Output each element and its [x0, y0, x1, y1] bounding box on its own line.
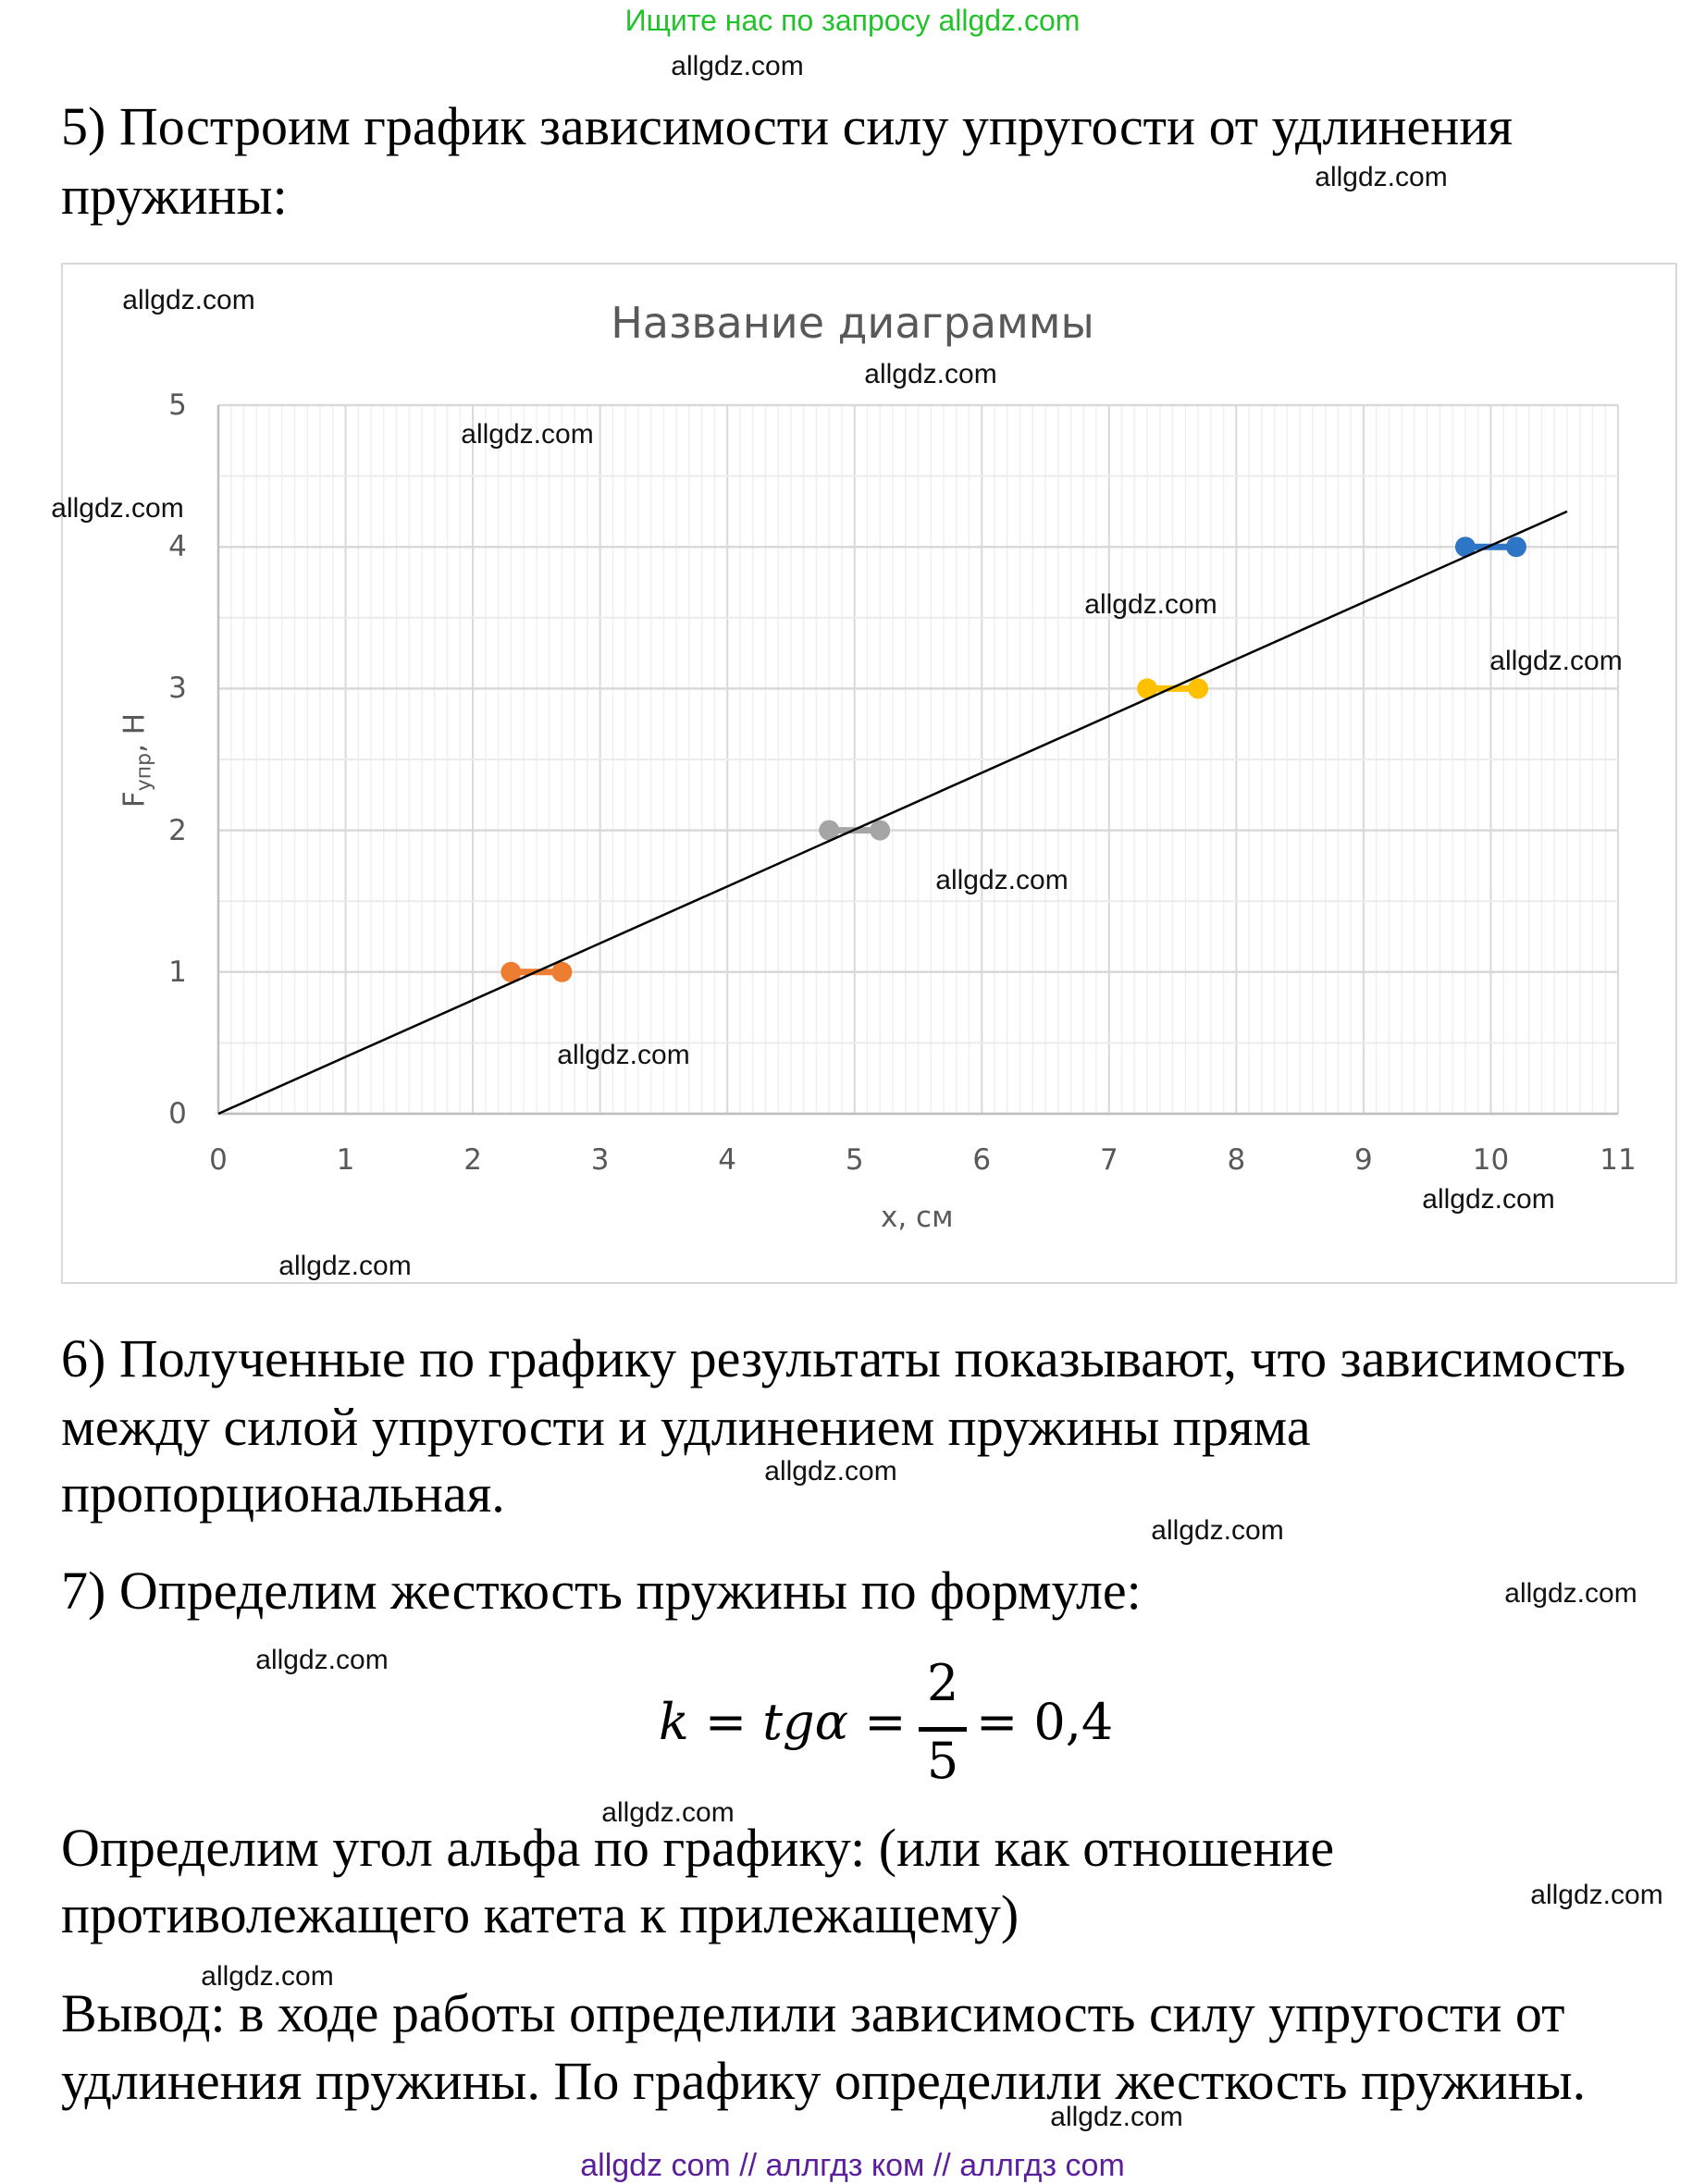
formula-denominator: 5 — [926, 1732, 959, 1790]
angle-line-2: противолежащего катета к прилежащему) — [61, 1884, 1019, 1944]
watermark-text: allgdz.com — [764, 1456, 897, 1487]
footer-links: allgdz com // аллгдз ком // аллгдз com — [580, 2148, 1125, 2183]
formula-lhs: k = tgα = — [659, 1693, 907, 1751]
watermark-text: allgdz.com — [1084, 589, 1217, 620]
chart-title: Название диаграммы — [611, 298, 1094, 348]
watermark-text: allgdz.com — [122, 285, 255, 315]
y-axis-title-main: F — [117, 791, 152, 808]
data-point[interactable] — [1454, 537, 1476, 558]
data-point[interactable] — [870, 820, 891, 841]
formula-numerator: 2 — [926, 1654, 959, 1712]
y-axis-title-unit: , Н — [117, 712, 152, 753]
x-tick-label: 8 — [1227, 1143, 1246, 1177]
x-tick-label: 2 — [463, 1143, 482, 1177]
watermark-text: allgdz.com — [255, 1645, 389, 1675]
section-7-line-1: 7) Определим жесткость пружины по формул… — [61, 1561, 1142, 1621]
watermark-text: allgdz.com — [557, 1040, 690, 1070]
y-axis-title: Fупр, Н — [117, 713, 155, 808]
x-tick-label: 7 — [1099, 1143, 1118, 1177]
watermark-text: allgdz.com — [671, 51, 804, 81]
angle-line-1: Определим угол альфа по графику: (или ка… — [61, 1818, 1335, 1878]
section-5-line-2: пружины: — [61, 166, 288, 226]
y-tick-label: 3 — [168, 672, 187, 706]
section-6-line-3: пропорциональная. — [61, 1463, 505, 1524]
y-axis-title-sub: упр — [132, 752, 156, 792]
x-tick-label: 1 — [336, 1143, 355, 1177]
x-tick-label: 10 — [1472, 1143, 1510, 1177]
section-6-line-2: между силой упругости и удлинением пружи… — [61, 1397, 1311, 1457]
watermark-text: allgdz.com — [935, 865, 1069, 895]
data-point[interactable] — [1188, 678, 1209, 699]
x-axis-title: x, см — [881, 1201, 954, 1234]
y-tick-label: 1 — [168, 955, 187, 989]
x-tick-label: 4 — [718, 1143, 737, 1177]
data-point[interactable] — [500, 961, 522, 982]
y-tick-label: 2 — [168, 813, 187, 847]
watermark-text: allgdz.com — [1315, 162, 1448, 192]
watermark-text: allgdz.com — [1050, 2102, 1183, 2132]
formula-rhs: = 0,4 — [976, 1693, 1114, 1751]
watermark-text: allgdz.com — [461, 419, 594, 450]
watermark-text: allgdz.com — [278, 1251, 412, 1281]
data-point[interactable] — [1505, 537, 1526, 558]
fraction-bar — [919, 1727, 967, 1732]
y-tick-label: 0 — [168, 1097, 187, 1130]
data-point[interactable] — [1137, 678, 1158, 699]
x-tick-label: 9 — [1354, 1143, 1373, 1177]
watermark-text: allgdz.com — [1489, 646, 1623, 676]
watermark-text: allgdz.com — [864, 359, 997, 389]
watermark-text: allgdz.com — [1504, 1578, 1637, 1609]
trendline — [217, 510, 1568, 1116]
x-tick-label: 5 — [845, 1143, 864, 1177]
section-6-line-1: 6) Полученные по графику результаты пока… — [61, 1328, 1626, 1388]
section-5-line-1: 5) Построим график зависимости силу упру… — [61, 96, 1513, 156]
x-tick-label: 3 — [590, 1143, 610, 1177]
conclusion-line-1: Вывод: в ходе работы определили зависимо… — [61, 1983, 1565, 2043]
x-tick-label: 11 — [1600, 1143, 1637, 1177]
y-tick-label: 4 — [168, 530, 187, 564]
watermark-text: allgdz.com — [51, 493, 184, 524]
watermark-text: allgdz.com — [601, 1797, 735, 1828]
x-tick-label: 0 — [209, 1143, 228, 1177]
y-tick-label: 5 — [168, 389, 187, 422]
x-tick-label: 6 — [972, 1143, 992, 1177]
watermark-text: allgdz.com — [1422, 1184, 1555, 1215]
watermark-text: allgdz.com — [201, 1961, 334, 1992]
conclusion-line-2: удлинения пружины. По графику определили… — [61, 2051, 1587, 2111]
data-point[interactable] — [551, 961, 573, 982]
watermark-text: allgdz.com — [1530, 1880, 1663, 1910]
data-point[interactable] — [819, 820, 840, 841]
search-banner: Ищите нас по запросу allgdz.com — [624, 4, 1081, 37]
watermark-text: allgdz.com — [1151, 1515, 1284, 1546]
